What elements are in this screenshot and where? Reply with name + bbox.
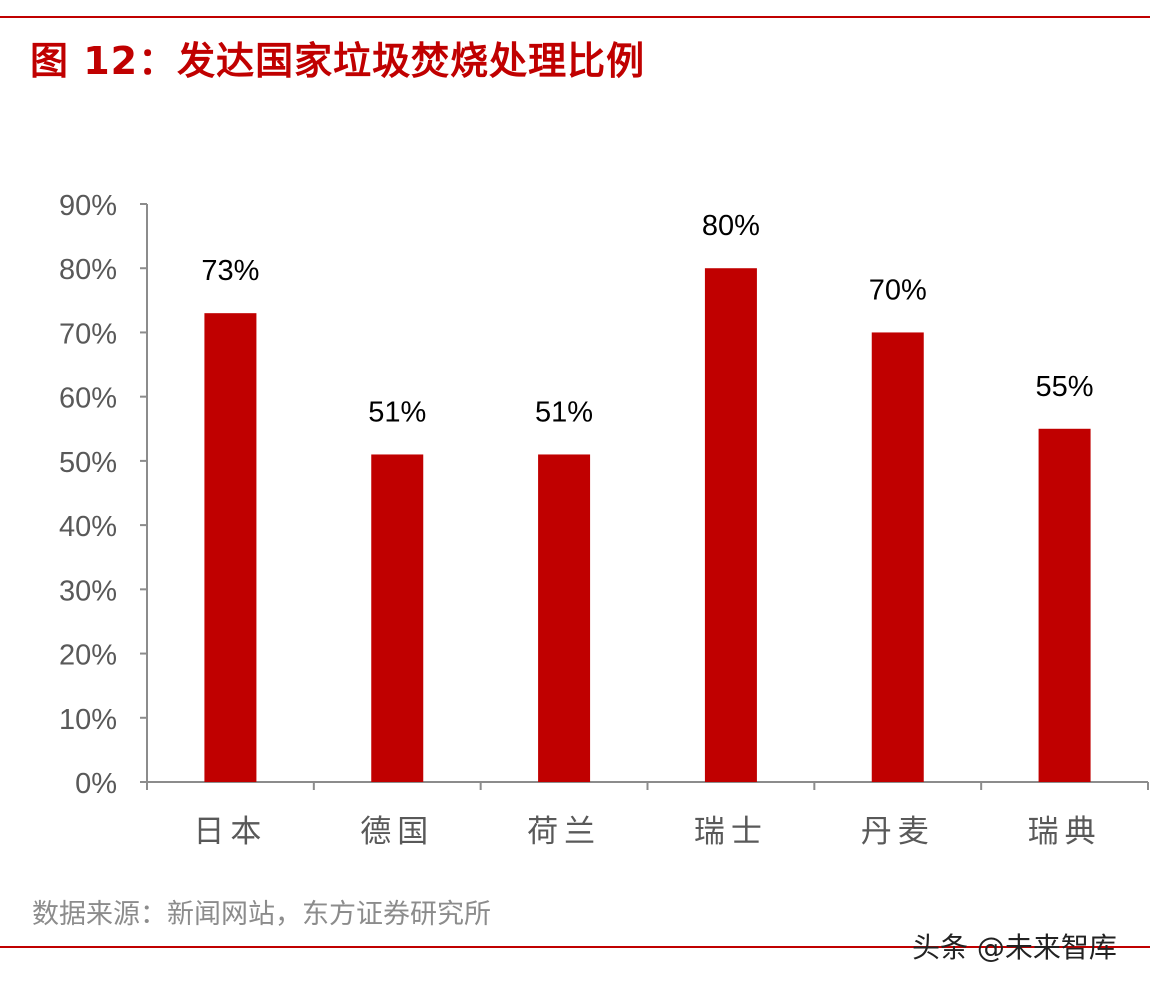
source-note: 数据来源：新闻网站，东方证券研究所 xyxy=(32,899,491,930)
y-tick-label: 20% xyxy=(59,640,117,672)
y-tick-label: 50% xyxy=(59,447,117,479)
y-tick-label: 60% xyxy=(59,383,117,415)
x-category-label: 日本 xyxy=(193,814,267,850)
y-tick-label: 10% xyxy=(59,704,117,736)
x-category-label: 丹麦 xyxy=(861,814,935,850)
chart-title: 图 12：发达国家垃圾焚烧处理比例 xyxy=(30,39,646,83)
y-tick-label: 70% xyxy=(59,318,117,350)
data-label: 51% xyxy=(368,396,426,428)
y-tick-label: 0% xyxy=(75,768,117,800)
bar xyxy=(704,268,757,782)
bar xyxy=(204,313,257,782)
y-tick-label: 90% xyxy=(59,190,117,222)
x-category-label: 荷兰 xyxy=(527,814,601,850)
bar xyxy=(871,332,924,782)
y-tick-label: 30% xyxy=(59,575,117,607)
bar xyxy=(371,454,424,782)
x-category-label: 瑞士 xyxy=(694,814,768,850)
data-label: 73% xyxy=(201,255,259,287)
y-tick-label: 40% xyxy=(59,511,117,543)
y-tick-label: 80% xyxy=(59,254,117,286)
x-category-label: 德国 xyxy=(360,814,434,850)
data-label: 55% xyxy=(1036,371,1094,403)
data-label: 51% xyxy=(535,396,593,428)
top-rule xyxy=(0,16,1150,18)
bar xyxy=(538,454,591,782)
bar xyxy=(1038,428,1091,782)
bottom-rule xyxy=(0,946,1150,948)
data-label: 70% xyxy=(869,274,927,306)
x-category-label: 瑞典 xyxy=(1028,814,1102,850)
data-label: 80% xyxy=(702,210,760,242)
watermark: 头条 @未来智库 xyxy=(912,931,1117,964)
